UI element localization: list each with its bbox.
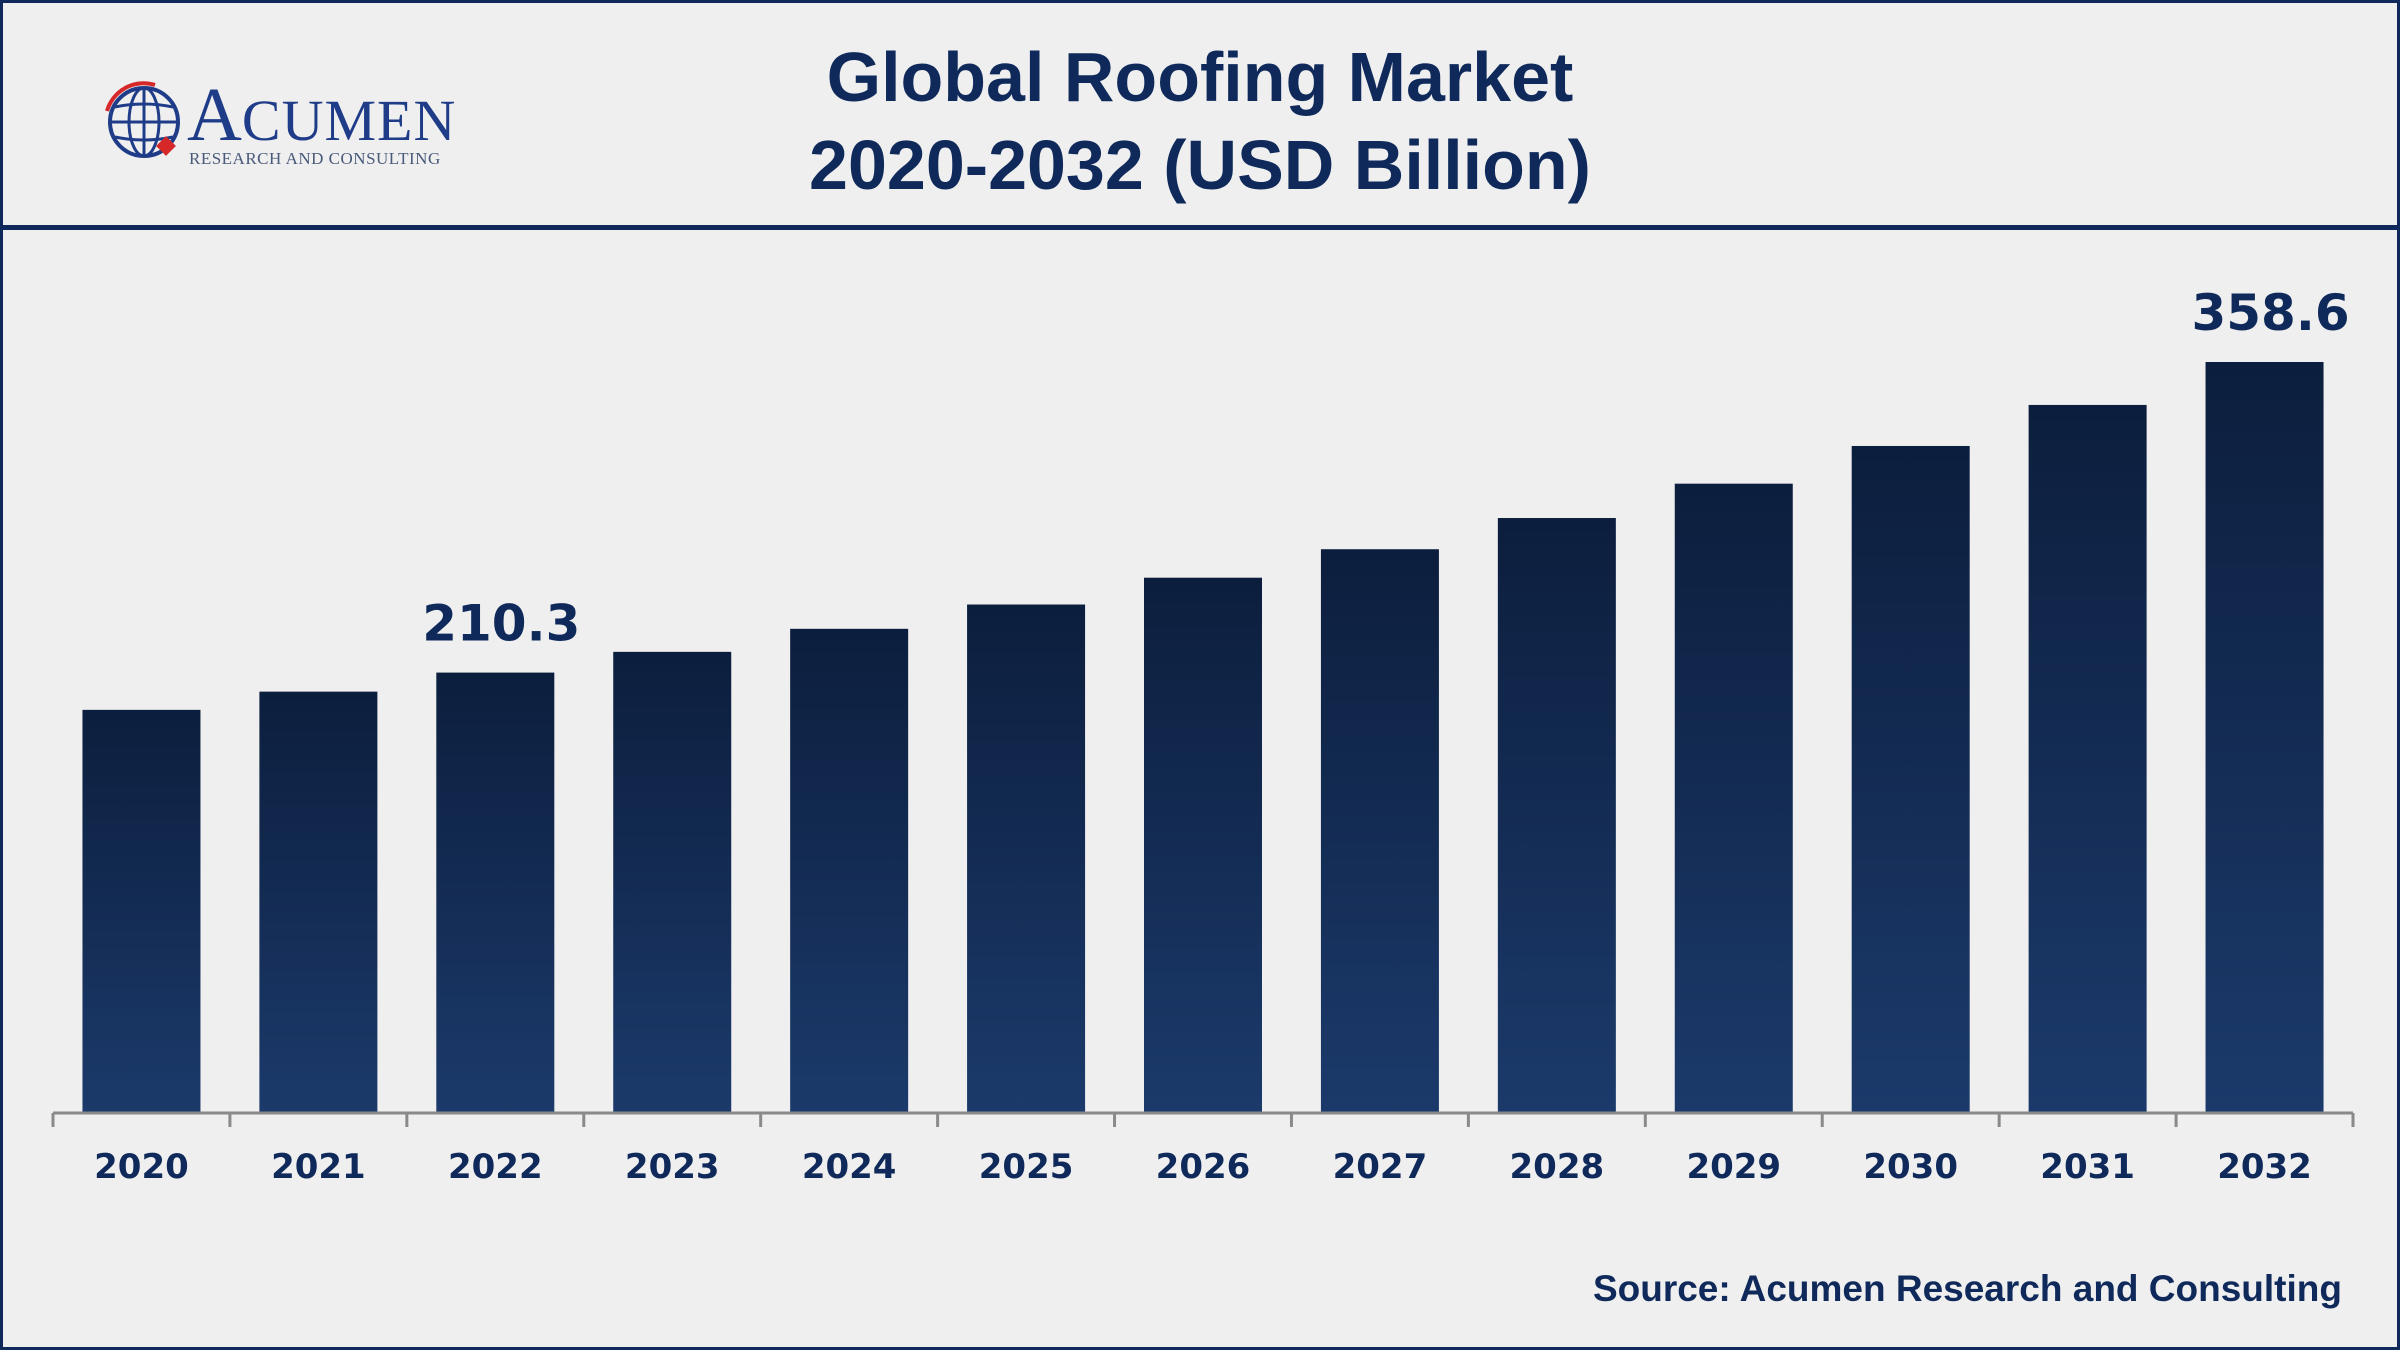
data-label-2022: 210.3	[422, 595, 580, 653]
x-tick-label-2031: 2031	[2040, 1147, 2135, 1187]
bar-2024	[790, 628, 909, 1113]
header-divider	[3, 225, 2397, 230]
bar-2025	[967, 604, 1086, 1113]
bar-2031	[2028, 404, 2147, 1113]
x-tick-label-2024: 2024	[802, 1147, 897, 1187]
logo-wordmark-rest: CUMEN	[241, 88, 457, 153]
x-axis	[51, 1111, 2355, 1127]
source-note: Source: Acumen Research and Consulting	[1592, 1268, 2342, 1309]
bar-2026	[1144, 577, 1262, 1113]
bar-2028	[1497, 518, 1616, 1113]
x-tick-label-2028: 2028	[1510, 1147, 1605, 1187]
bar-2030	[1851, 445, 1970, 1114]
bar-2027	[1320, 549, 1439, 1113]
company-logo: ACUMEN RESEARCH AND CONSULTING	[103, 75, 463, 175]
chart-title-line-2: 2020-2032 (USD Billion)	[809, 126, 1591, 204]
x-tick-label-2027: 2027	[1333, 1147, 1428, 1187]
bar-2029	[1674, 483, 1793, 1113]
globe-icon	[105, 81, 180, 158]
logo-tagline: RESEARCH AND CONSULTING	[189, 149, 441, 168]
x-tick-label-2020: 2020	[94, 1147, 189, 1187]
x-tick-label-2030: 2030	[1863, 1147, 1958, 1187]
logo-wordmark-initial: A	[187, 73, 242, 157]
bar-2022	[436, 672, 555, 1113]
x-tick-label-2023: 2023	[625, 1147, 720, 1187]
x-tick-label-2032: 2032	[2217, 1147, 2312, 1187]
bar-2020	[82, 709, 201, 1113]
bar-chart: 2020 2021 2022 2023 2024 2025 2026 2027 2028 2029…	[51, 284, 2355, 1187]
x-tick-label-2025: 2025	[979, 1147, 1074, 1187]
bar-2021	[259, 691, 378, 1113]
x-tick-label-2026: 2026	[1156, 1147, 1251, 1187]
chart-title-line-1: Global Roofing Market	[826, 38, 1574, 116]
logo-wordmark: ACUMEN	[187, 75, 456, 155]
x-tick-label-2021: 2021	[271, 1147, 366, 1187]
data-label-group: 210.3 358.6	[422, 284, 2349, 653]
bar-2023	[613, 651, 732, 1113]
header: ACUMEN RESEARCH AND CONSULTING Global Ro…	[3, 3, 2397, 225]
chart-title: Global Roofing Market 2020-2032 (USD Bil…	[3, 33, 2397, 209]
x-tick-label-2022: 2022	[448, 1147, 543, 1187]
x-tick-label-2029: 2029	[1686, 1147, 1781, 1187]
data-label-2032: 358.6	[2191, 284, 2349, 342]
tick-label-group: 2020 2021 2022 2023 2024 2025 2026 2027 2028 2029…	[94, 1147, 2312, 1187]
bar-group	[82, 362, 2324, 1114]
bar-2032	[2205, 362, 2324, 1113]
